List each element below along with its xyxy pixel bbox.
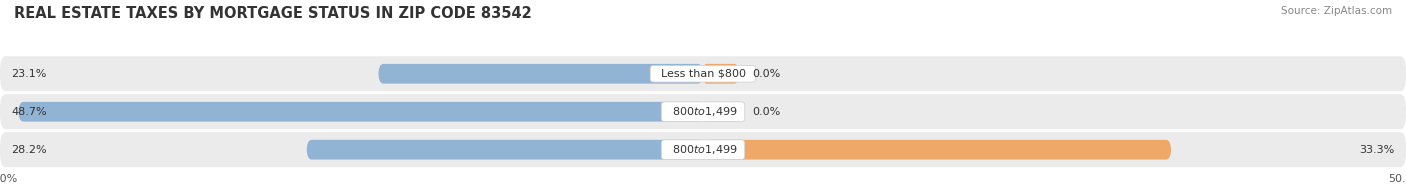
FancyBboxPatch shape [703,102,738,122]
Text: Less than $800: Less than $800 [654,69,752,79]
Text: 0.0%: 0.0% [752,69,780,79]
Text: $800 to $1,499: $800 to $1,499 [665,143,741,156]
Text: Source: ZipAtlas.com: Source: ZipAtlas.com [1281,6,1392,16]
FancyBboxPatch shape [703,64,738,84]
Text: 23.1%: 23.1% [11,69,46,79]
FancyBboxPatch shape [0,56,1406,91]
Text: $800 to $1,499: $800 to $1,499 [665,105,741,118]
FancyBboxPatch shape [307,140,703,160]
FancyBboxPatch shape [703,140,1171,160]
Text: 28.2%: 28.2% [11,145,46,155]
FancyBboxPatch shape [0,94,1406,129]
Text: 33.3%: 33.3% [1360,145,1395,155]
Text: 48.7%: 48.7% [11,107,46,117]
FancyBboxPatch shape [378,64,703,84]
FancyBboxPatch shape [0,132,1406,167]
Text: 0.0%: 0.0% [752,107,780,117]
FancyBboxPatch shape [18,102,703,122]
Text: REAL ESTATE TAXES BY MORTGAGE STATUS IN ZIP CODE 83542: REAL ESTATE TAXES BY MORTGAGE STATUS IN … [14,6,531,21]
